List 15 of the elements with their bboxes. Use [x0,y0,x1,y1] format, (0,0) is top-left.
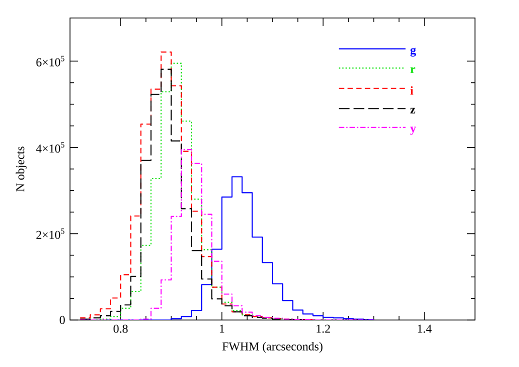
text: z [410,108,416,114]
text: r [410,67,416,73]
text: y [410,126,416,135]
y-tick-label: 2×10$^{5}$ [36,228,64,239]
x-tick-label: 1 [220,324,224,333]
y-axis-title: N objects [16,146,27,192]
x-tick-label: 0.8 [114,324,128,333]
x-tick-label: 1.4 [418,324,432,333]
y-tick-label: 6×10$^{5}$ [36,56,64,66]
y-tick-label: 4×10$^{5}$ [36,142,64,153]
text: g [410,48,416,57]
x-tick-label: 1.2 [316,324,330,333]
x-axis-title: FWHM (arcseconds) [222,342,322,353]
y-tick-label: 0 [60,316,65,324]
text: i [410,86,414,95]
